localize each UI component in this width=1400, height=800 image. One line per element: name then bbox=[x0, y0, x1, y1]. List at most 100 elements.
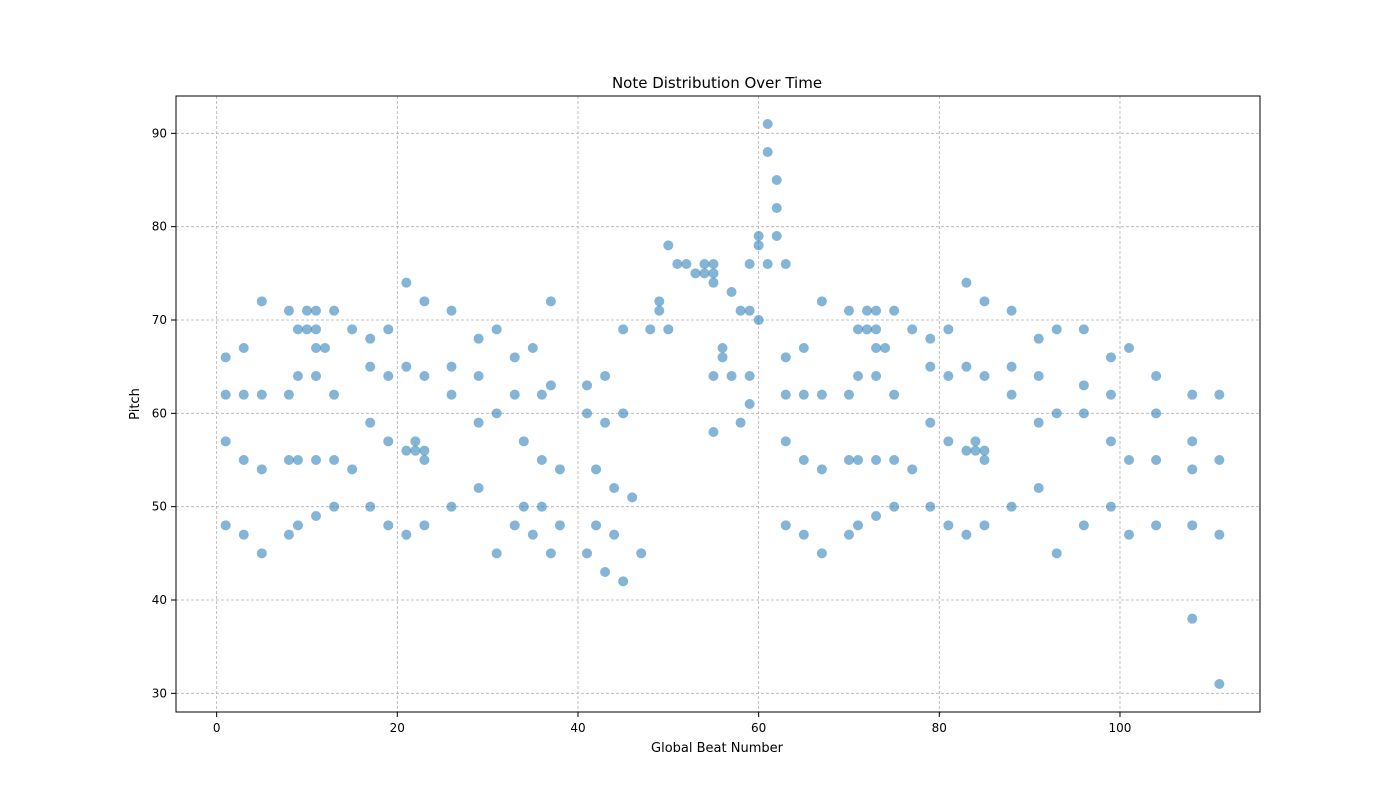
data-point bbox=[383, 520, 394, 531]
data-point bbox=[238, 529, 249, 540]
data-point bbox=[798, 389, 809, 400]
data-point bbox=[329, 455, 340, 465]
data-point bbox=[853, 324, 864, 335]
y-axis-label: Pitch bbox=[128, 388, 143, 420]
grid-lines bbox=[176, 96, 1260, 712]
data-point bbox=[699, 268, 710, 279]
data-point bbox=[347, 464, 358, 475]
data-point bbox=[1033, 333, 1044, 344]
data-point bbox=[347, 324, 358, 335]
data-point bbox=[663, 240, 674, 251]
data-point bbox=[220, 520, 231, 531]
data-point bbox=[943, 436, 954, 447]
data-point bbox=[961, 529, 972, 540]
data-point bbox=[591, 520, 602, 531]
data-point bbox=[862, 324, 873, 335]
data-point bbox=[419, 296, 430, 307]
data-point bbox=[491, 408, 502, 419]
data-point bbox=[256, 389, 267, 400]
data-point bbox=[311, 511, 322, 521]
data-point bbox=[419, 445, 430, 456]
data-point bbox=[1006, 361, 1017, 372]
x-tick-label: 60 bbox=[751, 721, 766, 735]
data-point bbox=[780, 436, 791, 447]
data-point bbox=[1105, 352, 1116, 363]
data-point bbox=[708, 259, 719, 269]
data-point bbox=[744, 305, 755, 316]
data-point bbox=[753, 315, 764, 325]
data-point bbox=[1151, 408, 1162, 419]
data-point bbox=[292, 371, 303, 381]
data-point bbox=[798, 343, 809, 353]
data-point bbox=[780, 520, 791, 531]
data-point bbox=[1187, 613, 1198, 624]
data-point bbox=[446, 361, 457, 372]
data-point bbox=[609, 483, 620, 493]
data-point bbox=[283, 455, 294, 465]
data-point bbox=[871, 455, 882, 465]
y-tick-label: 50 bbox=[152, 500, 167, 514]
data-point bbox=[1033, 371, 1044, 381]
data-point bbox=[925, 361, 936, 372]
data-point bbox=[726, 371, 737, 381]
data-point bbox=[843, 305, 854, 316]
data-point bbox=[744, 259, 755, 269]
data-point bbox=[329, 305, 340, 316]
data-point bbox=[600, 417, 611, 428]
data-point bbox=[473, 333, 484, 344]
data-point bbox=[238, 455, 249, 465]
data-point bbox=[591, 464, 602, 475]
data-point bbox=[329, 501, 340, 512]
data-point bbox=[645, 324, 656, 335]
data-point bbox=[853, 455, 864, 465]
data-point bbox=[1006, 305, 1017, 316]
data-point bbox=[1105, 436, 1116, 447]
data-point bbox=[618, 408, 629, 419]
data-point bbox=[762, 119, 773, 129]
y-tick-label: 30 bbox=[152, 686, 167, 700]
data-point bbox=[744, 371, 755, 381]
data-point bbox=[907, 324, 918, 335]
data-point bbox=[880, 343, 891, 353]
data-point bbox=[889, 501, 900, 512]
data-point bbox=[771, 175, 782, 185]
data-point bbox=[401, 445, 412, 456]
data-point bbox=[473, 483, 484, 493]
data-point bbox=[292, 324, 303, 335]
data-point bbox=[744, 399, 755, 409]
y-tick-label: 40 bbox=[152, 593, 167, 607]
data-point bbox=[762, 259, 773, 269]
data-point bbox=[256, 548, 267, 559]
x-axis-ticks: 0 20 40 60 80 100 bbox=[213, 712, 1131, 735]
x-tick-label: 20 bbox=[390, 721, 405, 735]
data-point bbox=[419, 455, 430, 465]
data-point bbox=[220, 352, 231, 363]
plot-frame bbox=[175, 95, 1261, 713]
data-point bbox=[979, 445, 990, 456]
data-point bbox=[419, 371, 430, 381]
data-point bbox=[816, 548, 827, 559]
data-point bbox=[446, 501, 457, 512]
data-point bbox=[1033, 417, 1044, 428]
data-point bbox=[1033, 483, 1044, 493]
data-point bbox=[780, 352, 791, 363]
data-point bbox=[600, 371, 611, 381]
data-point bbox=[798, 529, 809, 540]
data-point bbox=[509, 352, 520, 363]
data-point bbox=[1124, 343, 1135, 353]
data-point bbox=[509, 520, 520, 531]
data-point bbox=[1105, 501, 1116, 512]
data-point bbox=[365, 417, 376, 428]
data-point bbox=[582, 408, 593, 419]
data-point bbox=[871, 305, 882, 316]
data-point bbox=[1187, 464, 1198, 475]
data-point bbox=[1105, 389, 1116, 400]
data-point bbox=[735, 305, 746, 316]
x-axis-label: Global Beat Number bbox=[651, 741, 784, 756]
data-point bbox=[1124, 529, 1135, 540]
data-point bbox=[1214, 679, 1225, 689]
data-point bbox=[690, 268, 701, 279]
data-point bbox=[780, 259, 791, 269]
data-point bbox=[401, 529, 412, 540]
